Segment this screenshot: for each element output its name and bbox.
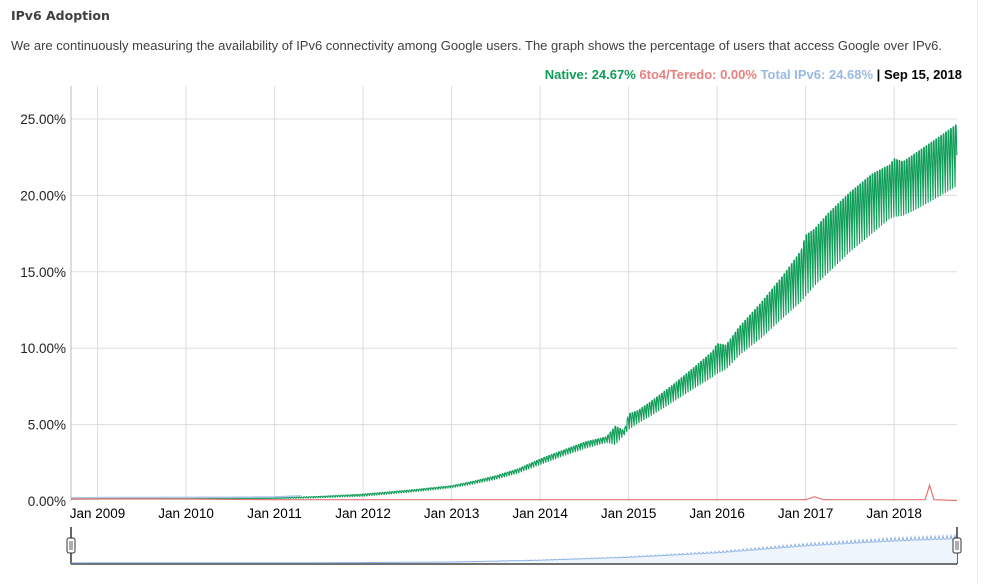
range-navigator[interactable] — [66, 527, 962, 565]
legend-date: Sep 15, 2018 — [883, 67, 962, 82]
chart-legend: Native: 24.67% 6to4/Teredo: 0.00% Total … — [545, 67, 962, 82]
x-tick-label: Jan 2017 — [778, 506, 834, 521]
range-handle-right[interactable] — [952, 537, 962, 554]
x-tick-label: Jan 2018 — [866, 506, 922, 521]
x-tick-label: Jan 2009 — [70, 506, 126, 521]
chart-series — [70, 124, 958, 502]
range-handle-left-grip[interactable] — [66, 537, 76, 554]
x-tick-label: Jan 2010 — [158, 506, 214, 521]
legend-teredo: 6to4/Teredo: 0.00% — [639, 67, 757, 82]
range-handle-right-grip[interactable] — [952, 537, 962, 554]
legend-separator: | — [873, 67, 884, 82]
y-tick-label: 25.00% — [20, 112, 66, 127]
y-axis-ticks: 0.00% 5.00% 10.00% 15.00% 20.00% 25.00% — [20, 112, 66, 509]
y-tick-label: 5.00% — [28, 418, 66, 433]
legend-native: Native: 24.67% — [544, 67, 636, 82]
legend-total: Total IPv6: 24.68% — [760, 67, 874, 82]
page-description: We are continuously measuring the availa… — [11, 38, 942, 53]
navigator-area-fill — [71, 535, 957, 563]
y-tick-label: 15.00% — [20, 265, 66, 280]
x-tick-label: Jan 2016 — [689, 506, 745, 521]
y-tick-label: 10.00% — [20, 341, 66, 356]
navigator-total-line — [70, 533, 958, 564]
x-tick-label: Jan 2014 — [512, 506, 568, 521]
series-teredo-line — [71, 483, 958, 502]
range-handle-left[interactable] — [66, 537, 76, 554]
x-tick-label: Jan 2011 — [247, 506, 302, 521]
x-tick-label: Jan 2012 — [335, 506, 391, 521]
page-title: IPv6 Adoption — [11, 8, 110, 23]
chart-grid — [70, 86, 957, 501]
y-tick-label: 20.00% — [20, 188, 66, 203]
x-tick-label: Jan 2013 — [424, 506, 480, 521]
series-total-line — [70, 495, 301, 499]
series-native-line — [70, 124, 958, 500]
x-tick-label: Jan 2015 — [601, 506, 657, 521]
scrollbar-track[interactable] — [977, 0, 986, 584]
y-tick-label: 0.00% — [28, 494, 66, 509]
x-axis-ticks: Jan 2009 Jan 2010 Jan 2011 Jan 2012 Jan 2013… — [70, 506, 922, 521]
